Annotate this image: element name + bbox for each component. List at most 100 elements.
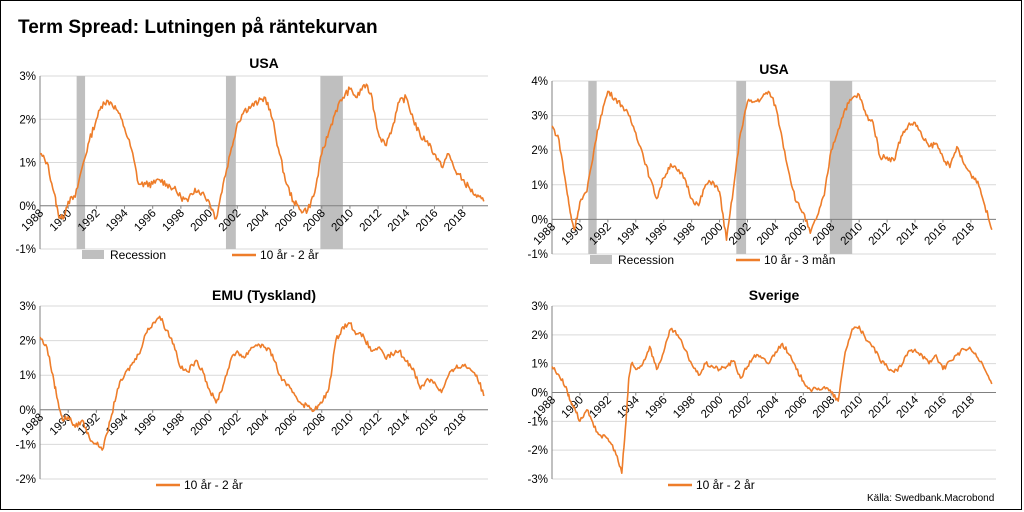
x-tick-label: 2018 xyxy=(442,411,469,438)
x-tick-label: 2016 xyxy=(922,221,949,248)
x-tick-label: 1998 xyxy=(160,411,187,438)
x-tick-label: 2018 xyxy=(950,394,977,421)
recession-bar xyxy=(76,76,86,249)
x-tick-label: 2010 xyxy=(329,411,356,438)
y-tick-label: 2% xyxy=(531,145,548,157)
legend-recession-label: Recession xyxy=(110,248,166,262)
legend-series-label: 10 år - 3 mån xyxy=(764,253,835,267)
y-tick-label: 0% xyxy=(531,388,548,400)
recession-bar xyxy=(588,81,597,254)
panel-title: Sverige xyxy=(749,287,800,303)
figure-title: Term Spread: Lutningen på räntekurvan xyxy=(18,17,378,38)
y-tick-label: 0% xyxy=(531,214,548,226)
y-tick-label: -1% xyxy=(16,244,36,256)
x-tick-label: 2004 xyxy=(245,207,272,234)
x-tick-label: 2012 xyxy=(358,411,385,438)
legend-recession-swatch xyxy=(590,255,612,264)
y-tick-label: 3% xyxy=(19,71,36,83)
x-tick-label: 2012 xyxy=(867,221,894,248)
y-tick-label: -1% xyxy=(528,416,548,428)
x-tick-label: 1990 xyxy=(48,207,75,234)
x-tick-label: 1996 xyxy=(132,207,159,234)
x-tick-label: 2008 xyxy=(811,394,838,421)
y-tick-label: 4% xyxy=(531,76,548,88)
x-tick-label: 2000 xyxy=(189,411,216,438)
x-tick-label: 2018 xyxy=(950,221,977,248)
x-tick-label: 2010 xyxy=(839,394,866,421)
x-tick-label: 2008 xyxy=(301,411,328,438)
x-tick-label: 2012 xyxy=(358,207,385,234)
y-tick-label: -2% xyxy=(528,445,548,457)
x-tick-label: 2002 xyxy=(727,394,754,421)
y-tick-label: 0% xyxy=(19,201,36,213)
x-tick-label: 2014 xyxy=(895,221,922,248)
y-tick-label: 3% xyxy=(531,301,548,313)
x-tick-label: 2004 xyxy=(245,411,272,438)
x-tick-label: 2004 xyxy=(755,221,782,248)
chart-panel-1: USA-1%0%1%2%3%1988 1990 1992 1994 1996 1998 20… xyxy=(16,55,488,262)
x-tick-label: 2006 xyxy=(273,207,300,234)
y-tick-label: 1% xyxy=(531,359,548,371)
x-tick-label: 1992 xyxy=(587,394,614,421)
x-tick-label: 2006 xyxy=(273,411,300,438)
y-tick-label: -1% xyxy=(528,249,548,261)
x-tick-label: 2000 xyxy=(189,207,216,234)
y-tick-label: -1% xyxy=(16,439,36,451)
legend-series-label: 10 år - 2 år xyxy=(184,478,243,492)
x-tick-label: 1998 xyxy=(160,207,187,234)
x-tick-label: 1994 xyxy=(104,207,131,234)
x-tick-label: 2004 xyxy=(755,394,782,421)
y-tick-label: 1% xyxy=(19,158,36,170)
x-tick-label: 2014 xyxy=(895,394,922,421)
x-tick-label: 2000 xyxy=(699,221,726,248)
y-tick-label: 3% xyxy=(19,301,36,313)
y-tick-label: 0% xyxy=(19,405,36,417)
x-tick-label: 1998 xyxy=(671,221,698,248)
y-tick-label: 1% xyxy=(531,180,548,192)
x-tick-label: 2014 xyxy=(386,207,413,234)
panel-title: USA xyxy=(759,61,789,77)
legend-series-label: 10 år - 2 år xyxy=(260,248,319,262)
x-tick-label: 1996 xyxy=(132,411,159,438)
chart-panel-4: Sverige-3%-2%-1%0%1%2%3%1988 1990 1992 1994… xyxy=(528,287,996,492)
x-tick-label: 1996 xyxy=(643,394,670,421)
recession-bar xyxy=(829,81,853,254)
y-tick-label: 1% xyxy=(19,370,36,382)
legend-recession-swatch xyxy=(82,250,104,259)
y-tick-label: 2% xyxy=(531,330,548,342)
x-tick-label: 2016 xyxy=(414,411,441,438)
panel-title: USA xyxy=(249,55,279,71)
y-tick-label: -2% xyxy=(16,474,36,486)
series-line xyxy=(39,315,485,451)
source-note: Källa: Swedbank.Macrobond xyxy=(867,493,994,504)
legend-recession-label: Recession xyxy=(618,253,674,267)
y-tick-label: -3% xyxy=(528,474,548,486)
x-tick-label: 2002 xyxy=(217,411,244,438)
legend-series-label: 10 år - 2 år xyxy=(696,478,755,492)
x-tick-label: 2000 xyxy=(699,394,726,421)
y-tick-label: 2% xyxy=(19,336,36,348)
x-tick-label: 2014 xyxy=(386,411,413,438)
x-tick-label: 2012 xyxy=(867,394,894,421)
series-line xyxy=(551,90,993,241)
panel-title: EMU (Tyskland) xyxy=(212,287,316,303)
series-line xyxy=(39,83,485,220)
x-tick-label: 1998 xyxy=(671,394,698,421)
x-tick-label: 1996 xyxy=(643,221,670,248)
x-tick-label: 2006 xyxy=(783,394,810,421)
chart-panel-2: USA-1%0%1%2%3%4%1988 1990 1992 1994 1996 1998… xyxy=(528,61,996,267)
x-tick-label: 2006 xyxy=(783,221,810,248)
x-tick-label: 2016 xyxy=(414,207,441,234)
x-tick-label: 2018 xyxy=(442,207,469,234)
series-line xyxy=(551,325,993,475)
y-tick-label: 3% xyxy=(531,111,548,123)
y-tick-label: 2% xyxy=(19,114,36,126)
x-tick-label: 2016 xyxy=(922,394,949,421)
recession-bar xyxy=(225,76,236,249)
x-tick-label: 1994 xyxy=(615,221,642,248)
chart-panel-3: EMU (Tyskland)-2%-1%0%1%2%3%1988 1990 1992… xyxy=(16,287,488,492)
x-tick-label: 1994 xyxy=(615,394,642,421)
recession-bar xyxy=(736,81,747,254)
